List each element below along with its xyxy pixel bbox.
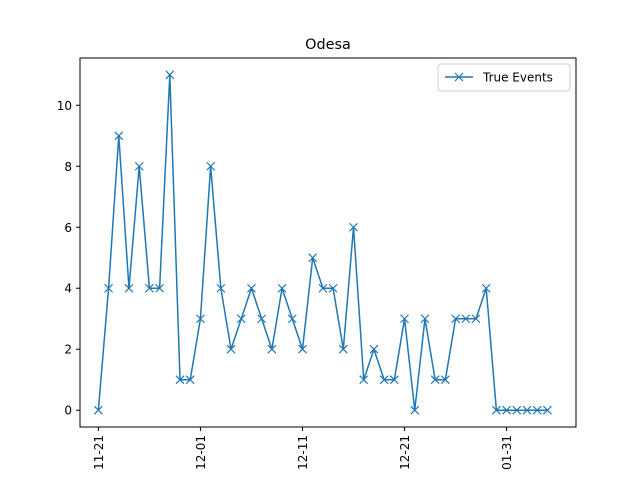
data-point <box>389 375 399 385</box>
y-tick-label: 0 <box>64 404 72 418</box>
data-point <box>144 283 154 293</box>
data-point <box>277 283 287 293</box>
x-axis: 11-21 12-01 12-11 12-21 01-31 <box>92 427 514 470</box>
y-tick-label: 4 <box>64 282 72 296</box>
data-point <box>338 344 348 354</box>
data-point <box>440 375 450 385</box>
data-point <box>369 344 379 354</box>
data-point <box>328 283 338 293</box>
data-point <box>104 283 114 293</box>
data-point <box>267 344 277 354</box>
y-tick-label: 10 <box>57 99 72 113</box>
data-point <box>349 222 358 232</box>
plot-frame <box>79 57 577 428</box>
data-point <box>257 314 267 324</box>
data-point <box>379 375 389 385</box>
data-point <box>298 344 307 354</box>
series-line <box>97 74 548 411</box>
data-point <box>114 131 124 141</box>
data-point <box>216 283 226 293</box>
data-point <box>155 283 165 293</box>
x-tick-label: 12-21 <box>398 435 412 470</box>
y-tick-label: 6 <box>64 221 72 235</box>
data-point <box>308 253 318 263</box>
legend: True Events <box>437 63 571 92</box>
legend-label: True Events <box>482 71 553 85</box>
data-point <box>185 375 195 385</box>
data-point <box>93 405 103 415</box>
data-point <box>522 405 532 415</box>
data-point <box>318 283 328 293</box>
data-point <box>451 314 460 324</box>
data-point <box>134 161 144 171</box>
x-tick-label: 11-21 <box>92 435 106 470</box>
data-point <box>532 405 542 415</box>
data-point <box>400 314 409 324</box>
data-point <box>287 314 297 324</box>
data-point <box>410 405 420 415</box>
data-point <box>512 405 522 415</box>
data-point <box>175 375 185 385</box>
data-point <box>471 314 481 324</box>
data-point <box>165 70 175 80</box>
data-point <box>236 314 246 324</box>
data-point <box>491 405 501 415</box>
data-point <box>359 375 369 385</box>
data-point <box>196 314 205 324</box>
data-point <box>420 314 430 324</box>
legend-x-marker-icon <box>454 72 464 82</box>
y-tick-label: 2 <box>64 343 72 357</box>
chart-title: Odesa <box>305 37 351 53</box>
x-tick-label: 12-01 <box>194 435 208 470</box>
plot-area <box>93 70 552 415</box>
y-tick-label: 8 <box>64 160 72 174</box>
legend-box <box>437 63 571 92</box>
data-point <box>481 283 491 293</box>
data-point <box>226 344 236 354</box>
data-point <box>247 283 256 293</box>
data-point <box>461 314 471 324</box>
data-point <box>124 283 134 293</box>
x-tick-label: 12-11 <box>296 435 310 470</box>
y-axis: 0 2 4 6 8 10 <box>57 99 80 418</box>
x-tick-label: 01-31 <box>500 435 514 470</box>
data-point <box>430 375 440 385</box>
data-point <box>542 405 552 415</box>
data-point <box>206 161 216 171</box>
data-point <box>502 405 512 415</box>
